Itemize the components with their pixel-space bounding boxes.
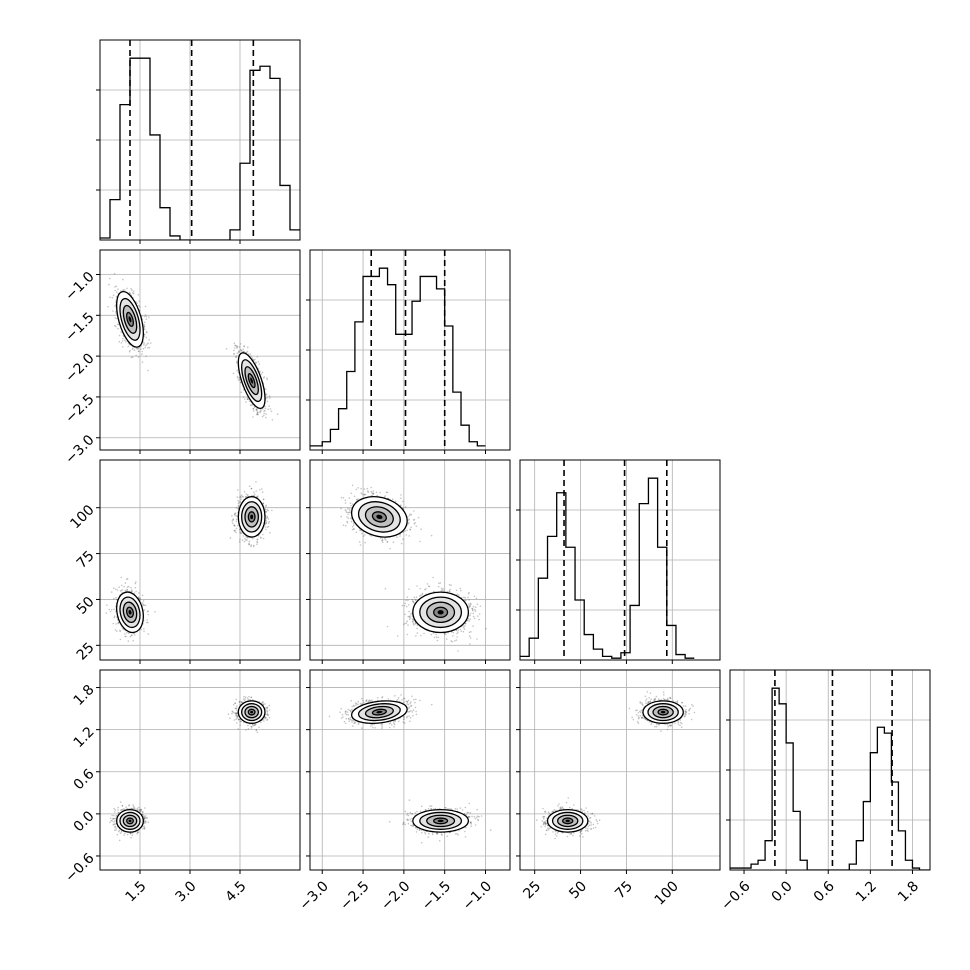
panel-frame (729, 669, 931, 871)
y-tick-label-3-3: 1.2 (71, 724, 98, 751)
y-tick-label-1-3: −1.5 (62, 310, 97, 345)
panel-2-1 (306, 459, 511, 664)
grid (310, 460, 510, 660)
panel-3-1: −3.0 −2.5 −2.0 −1.5 −1.0 (297, 669, 511, 914)
density-peak-0 (128, 819, 132, 823)
y-tick-label-3-4: 1.8 (71, 682, 98, 709)
y-tick-label-1-1: −2.5 (62, 391, 97, 426)
grid (310, 670, 510, 870)
grid (310, 250, 510, 450)
panel-frame (99, 39, 301, 241)
density-peak-1 (660, 710, 666, 714)
panel-1-1 (306, 249, 511, 454)
y-tick-label-2-0: 25 (74, 640, 98, 664)
grid (100, 670, 300, 870)
x-tick-label-1-0: −3.0 (297, 878, 332, 913)
x-tick-label-2-3: 100 (652, 878, 682, 908)
density-peak-1 (250, 377, 254, 384)
x-tick-label-1-3: −1.5 (419, 878, 454, 913)
y-tick-label-2-3: 100 (67, 502, 97, 532)
panel-frame (309, 669, 511, 871)
density-peak-0 (437, 819, 444, 823)
y-tick-label-1-4: −1.0 (62, 269, 97, 304)
panel-3-2: 25 50 75 100 (516, 669, 721, 909)
histogram-2 (520, 477, 695, 659)
panel-2-2 (516, 459, 721, 664)
density-peak-0 (437, 610, 444, 615)
panel-frame (309, 459, 511, 661)
x-tick-label-1-2: −2.0 (378, 878, 413, 913)
x-tick-label-3-1: 0.0 (769, 878, 796, 905)
panel-frame (99, 669, 301, 871)
panel-0-0 (96, 39, 301, 244)
y-tick-label-3-2: 0.6 (71, 766, 98, 793)
y-tick-label-1-0: −3.0 (62, 432, 97, 467)
histogram-3 (730, 687, 930, 870)
density-peak-0 (565, 819, 570, 823)
panel-frame (99, 249, 301, 451)
density-peak-0 (128, 610, 132, 615)
x-tick-label-2-2: 75 (612, 878, 636, 902)
x-tick-label-1-4: −1.0 (460, 878, 495, 913)
grid (100, 250, 300, 450)
panel-frame (519, 459, 721, 661)
x-tick-label-3-4: 1.8 (895, 878, 922, 905)
panel-frame (519, 669, 721, 871)
x-tick-label-0-2: 4.5 (223, 878, 250, 905)
grid (100, 40, 300, 240)
x-tick-label-0-0: 1.5 (123, 878, 150, 905)
panel-2-0: 25 50 75 100 (67, 459, 301, 664)
y-tick-label-2-1: 50 (74, 594, 98, 618)
density-peak-1 (376, 514, 383, 520)
x-tick-label-1-1: −2.5 (337, 878, 372, 913)
grid (520, 460, 720, 660)
panel-1-0: −3.0 −2.5 −2.0 −1.5 −1.0 (62, 249, 301, 467)
density-peak-1 (250, 710, 254, 714)
x-tick-label-0-1: 3.0 (173, 878, 200, 905)
y-tick-label-2-2: 75 (74, 548, 98, 572)
grid (730, 670, 930, 870)
density-peak-1 (250, 514, 254, 520)
panel-3-0: −0.6 0.0 0.6 1.2 1.8 1.5 3.0 4.5 (62, 669, 301, 905)
y-tick-label-1-2: −2.0 (62, 350, 97, 385)
x-tick-label-2-0: 25 (520, 878, 544, 902)
density-peak-0 (128, 316, 132, 323)
panel-3-3: −0.6 0.0 0.6 1.2 1.8 (718, 669, 931, 914)
density-peak-1 (376, 710, 383, 714)
x-tick-label-2-1: 50 (566, 878, 590, 902)
panel-frame (99, 459, 301, 661)
grid (520, 670, 720, 870)
y-tick-label-3-0: −0.6 (62, 850, 97, 885)
x-tick-label-3-3: 1.2 (853, 878, 880, 905)
panel-frame (309, 249, 511, 451)
x-tick-label-3-2: 0.6 (811, 878, 838, 905)
y-tick-label-3-1: 0.0 (71, 808, 98, 835)
x-tick-label-3-0: −0.6 (718, 878, 753, 913)
histogram-1 (310, 267, 486, 447)
